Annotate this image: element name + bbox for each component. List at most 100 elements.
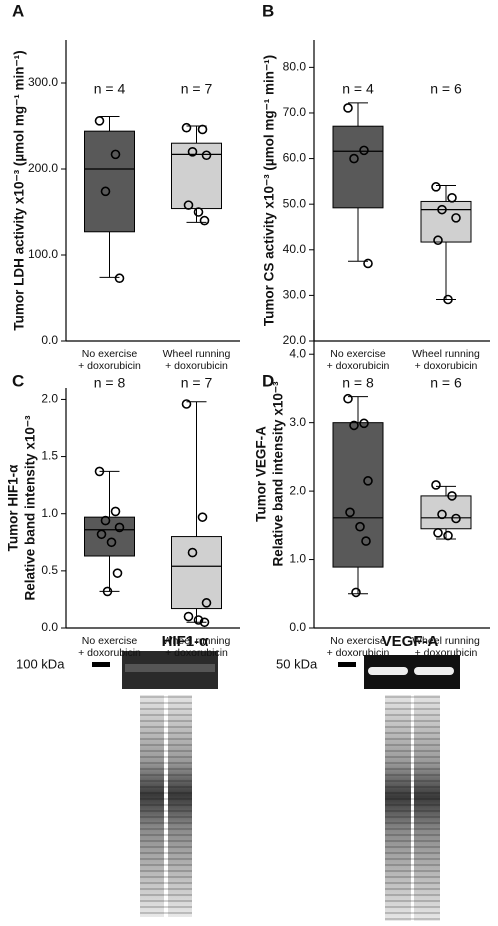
x-tick-label: Wheel running — [412, 635, 480, 647]
y-tick-label: 20.0 — [283, 333, 307, 347]
x-tick-label: + doxorubicin — [165, 360, 228, 372]
y-tick-label: 80.0 — [283, 60, 307, 74]
data-point — [187, 147, 198, 157]
marker-dash — [92, 662, 110, 667]
blot-band-glow — [125, 664, 215, 672]
y-tick-label: 3.0 — [289, 415, 306, 429]
x-tick-label: + doxorubicin — [78, 647, 141, 659]
blot-band-glow — [414, 667, 454, 675]
data-point — [96, 529, 107, 540]
data-point — [187, 547, 198, 558]
blot-marker: 50 kDa — [276, 656, 318, 671]
data-point — [100, 186, 111, 197]
gel-bands — [140, 695, 192, 917]
marker-dash — [338, 662, 356, 667]
y-tick-label: 50.0 — [283, 196, 307, 210]
box — [332, 422, 384, 568]
data-point — [433, 528, 443, 538]
data-point — [193, 207, 204, 217]
blot-marker: 100 kDa — [16, 656, 65, 671]
data-point — [183, 611, 194, 622]
data-point — [199, 617, 210, 628]
data-point — [199, 215, 210, 226]
data-point — [114, 522, 125, 533]
data-point — [447, 491, 457, 501]
y-axis-label: Tumor HIF1-α — [6, 464, 21, 551]
y-axis-label: Tumor LDH activity x10⁻³ (µmol mg⁻¹ min⁻… — [12, 50, 27, 330]
data-point — [349, 420, 359, 431]
data-point — [433, 235, 443, 246]
y-tick-label: 1.0 — [41, 506, 58, 520]
data-point — [100, 515, 111, 526]
box — [171, 536, 222, 610]
data-point — [94, 466, 105, 477]
blot-band-glow — [368, 667, 408, 675]
y-tick-label: 40.0 — [283, 242, 307, 256]
box — [420, 495, 472, 530]
y-tick-label: 0.5 — [41, 563, 58, 577]
data-point — [343, 393, 353, 404]
y-tick-label: 30.0 — [283, 288, 307, 302]
blot-title: VEGF-A — [382, 633, 439, 650]
data-point — [112, 568, 123, 578]
data-point — [431, 182, 441, 192]
data-point — [437, 204, 447, 215]
data-point — [451, 513, 461, 524]
data-point — [193, 615, 204, 625]
panel-letter: D — [262, 371, 274, 390]
y-tick-label: 300.0 — [28, 75, 58, 89]
data-point — [201, 150, 212, 161]
n-label: n = 8 — [342, 375, 374, 391]
x-tick-label: + doxorubicin — [165, 647, 228, 659]
data-point — [359, 145, 369, 156]
x-tick-label: Wheel running — [163, 635, 231, 647]
y-tick-label: 0.0 — [41, 620, 58, 634]
data-point — [363, 476, 373, 486]
data-point — [102, 586, 113, 597]
x-tick-label: Wheel running — [163, 348, 231, 360]
data-point — [94, 116, 105, 126]
data-point — [363, 258, 373, 269]
data-point — [197, 124, 208, 135]
data-point — [110, 506, 121, 517]
n-label: n = 4 — [94, 81, 126, 97]
x-tick-label: No exercise — [82, 635, 138, 647]
data-point — [106, 537, 117, 548]
data-point — [114, 273, 125, 284]
data-point — [451, 213, 461, 223]
y-tick-label: 0.0 — [41, 333, 58, 347]
data-point — [359, 418, 369, 429]
y-axis-label: Tumor VEGF-A — [254, 426, 269, 522]
data-point — [183, 200, 194, 210]
x-tick-label: + doxorubicin — [415, 647, 478, 659]
box — [84, 130, 135, 233]
x-tick-label: Wheel running — [412, 348, 480, 360]
data-point — [351, 587, 361, 598]
data-point — [110, 149, 121, 160]
x-tick-label: + doxorubicin — [327, 647, 390, 659]
data-point — [447, 192, 457, 203]
y-tick-label: 0.0 — [289, 620, 306, 634]
x-tick-label: + doxorubicin — [327, 360, 390, 372]
data-point — [443, 530, 453, 541]
panel-letter: B — [262, 1, 274, 20]
box — [332, 125, 384, 209]
x-tick-label: No exercise — [330, 635, 386, 647]
data-point — [345, 507, 355, 518]
y-tick-label: 200.0 — [28, 161, 58, 175]
y-tick-label: 2.0 — [41, 392, 58, 406]
x-tick-label: No exercise — [330, 348, 386, 360]
data-point — [361, 536, 371, 546]
y-axis-label: Tumor CS activity x10⁻³ (µmol mg⁻¹ min⁻¹… — [262, 55, 277, 326]
data-point — [443, 294, 453, 305]
y-tick-label: 1.5 — [41, 449, 58, 463]
data-point — [181, 122, 192, 133]
n-label: n = 8 — [94, 375, 126, 391]
y-tick-label: 60.0 — [283, 151, 307, 165]
y-tick-label: 70.0 — [283, 105, 307, 119]
n-label: n = 7 — [181, 81, 213, 97]
y-tick-label: 4.0 — [289, 346, 306, 360]
n-label: n = 4 — [342, 81, 374, 97]
n-label: n = 6 — [430, 81, 462, 97]
data-point — [343, 103, 353, 113]
